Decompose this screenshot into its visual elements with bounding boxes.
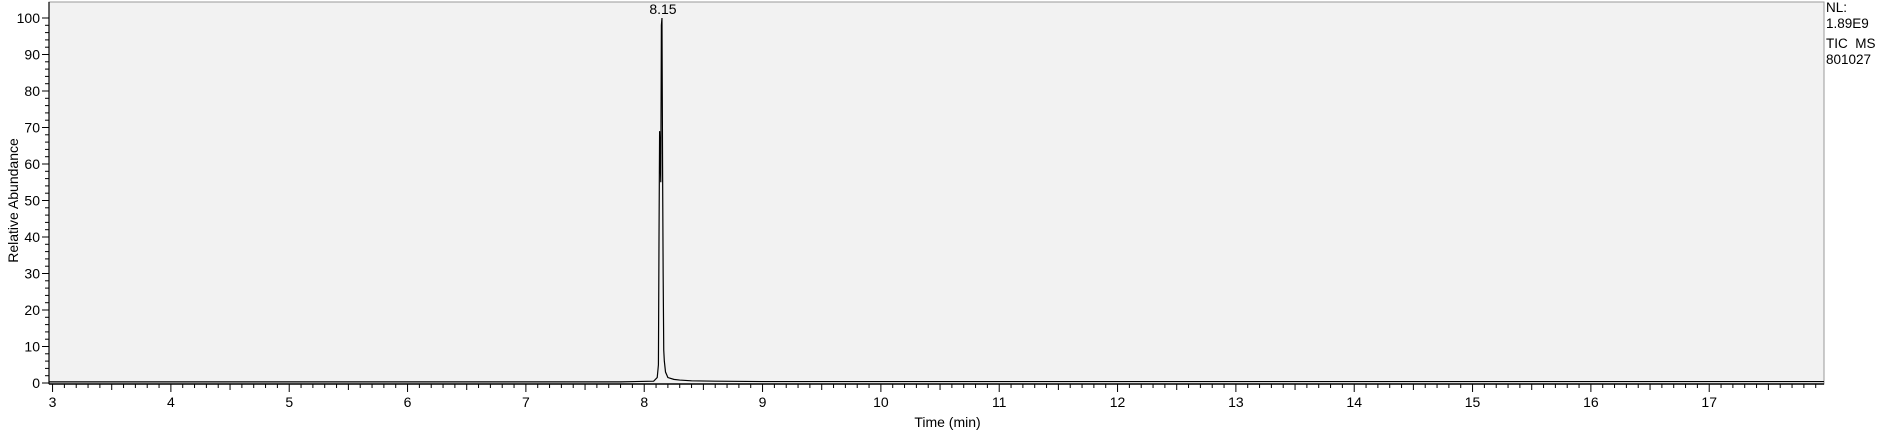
- info-nl-label: NL:: [1826, 0, 1847, 15]
- y-tick-label: 20: [24, 302, 40, 318]
- x-axis-ticks: 3 4 5 6 7 8 9 10 11 12 13 14 15 16 17: [49, 384, 1817, 410]
- y-axis-title: Relative Abundance: [5, 138, 21, 263]
- x-tick-label: 13: [1228, 394, 1244, 410]
- y-tick-label: 60: [24, 156, 40, 172]
- x-tick-label: 9: [759, 394, 767, 410]
- x-tick-label: 17: [1701, 394, 1717, 410]
- y-axis-ticks: 0 10 20 30 40 50 60 70 80 90 100: [17, 10, 49, 391]
- y-tick-label: 80: [24, 83, 40, 99]
- y-tick-label: 50: [24, 193, 40, 209]
- x-tick-label: 7: [522, 394, 530, 410]
- x-tick-label: 10: [873, 394, 889, 410]
- x-axis-title: Time (min): [914, 414, 980, 430]
- x-tick-label: 6: [404, 394, 412, 410]
- x-tick-label: 11: [992, 394, 1007, 410]
- x-tick-label: 8: [640, 394, 648, 410]
- y-tick-label: 30: [24, 266, 40, 282]
- tic-trace-line: [49, 17, 1824, 383]
- y-tick-label: 90: [24, 47, 40, 63]
- info-file-id: 801027: [1826, 52, 1871, 67]
- info-scan-type: TIC MS: [1826, 36, 1876, 51]
- x-tick-label: 4: [167, 394, 175, 410]
- y-tick-label: 100: [17, 10, 41, 26]
- x-tick-label: 3: [49, 394, 57, 410]
- x-tick-label: 16: [1583, 394, 1599, 410]
- y-tick-label: 10: [24, 339, 40, 355]
- y-tick-label: 40: [24, 229, 40, 245]
- info-nl-value: 1.89E9: [1826, 16, 1869, 31]
- x-tick-label: 12: [1110, 394, 1126, 410]
- x-tick-label: 5: [285, 394, 293, 410]
- y-tick-label: 0: [32, 375, 40, 391]
- x-tick-label: 15: [1465, 394, 1481, 410]
- plot-area: [48, 1, 1825, 385]
- peak-annotation: 8.15: [649, 1, 676, 17]
- x-tick-label: 14: [1346, 394, 1362, 410]
- y-tick-label: 70: [24, 120, 40, 136]
